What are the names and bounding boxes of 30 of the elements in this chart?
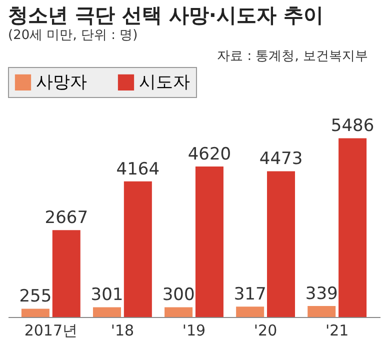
x-tick-label: '21 (325, 322, 349, 340)
data-label: 339 (305, 284, 338, 304)
legend-label: 사망자 (36, 72, 87, 92)
bar (164, 307, 193, 317)
bar (124, 181, 152, 317)
legend-label: 시도자 (139, 72, 190, 92)
data-label: 301 (90, 285, 124, 306)
data-label: 4620 (188, 144, 232, 164)
text: 자료 : 통계청, 보건복지부 (217, 49, 368, 64)
x-tick-label: '18 (110, 322, 134, 340)
bar (338, 138, 367, 317)
data-label: 255 (19, 286, 52, 307)
bar (267, 171, 296, 317)
x-tick-label: '20 (254, 322, 278, 340)
bar (236, 306, 264, 317)
bar (92, 307, 121, 317)
bar (308, 306, 336, 317)
data-label: 4473 (259, 149, 303, 170)
chart-subtitle: (20세 미만, 단위 : 명) (8, 28, 138, 43)
bar (52, 230, 80, 317)
x-tick-label: 2017년 (24, 322, 78, 340)
data-label: 300 (162, 285, 195, 306)
bar (21, 308, 50, 317)
data-label: 317 (234, 284, 266, 305)
data-label: 5486 (330, 116, 374, 136)
data-label: 4164 (116, 159, 160, 180)
data-label: 2667 (44, 208, 88, 228)
x-tick-label: '19 (182, 322, 206, 340)
bar (195, 166, 224, 317)
chart-title: 청소년 극단 선택 사망·시도자 추이 (8, 3, 324, 27)
